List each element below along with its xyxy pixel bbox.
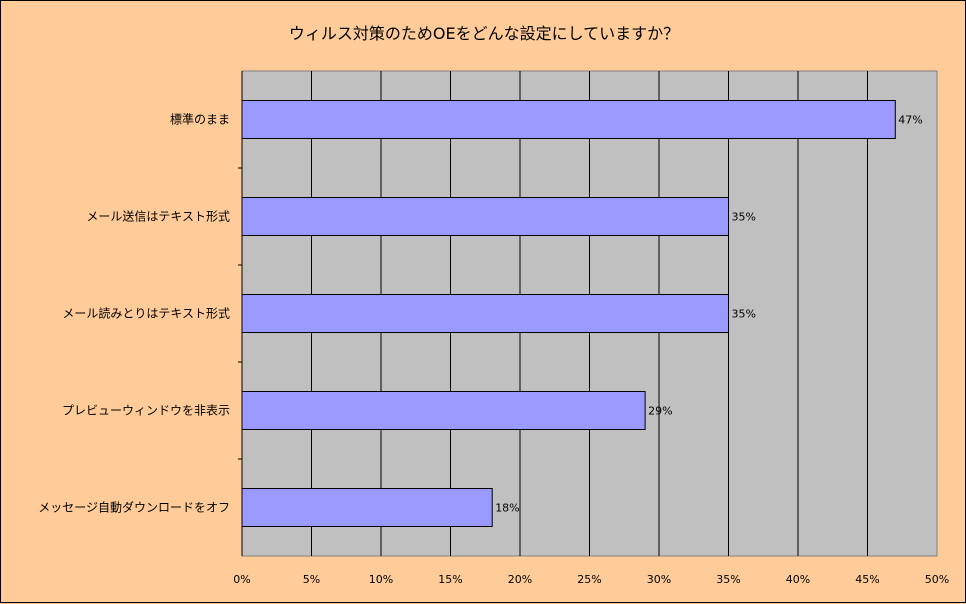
data-label: 35% bbox=[732, 308, 756, 321]
x-tick-label: 35% bbox=[716, 573, 740, 586]
bar bbox=[241, 197, 729, 236]
bars bbox=[241, 100, 896, 527]
category-label: 標準のまま bbox=[170, 112, 230, 127]
category-label: プレビューウィンドウを非表示 bbox=[62, 404, 230, 418]
category-label: メッセージ自動ダウンロードをオフ bbox=[38, 500, 230, 515]
category-label: メール送信はテキスト形式 bbox=[86, 209, 230, 224]
category-ticks bbox=[238, 167, 242, 460]
x-tick-label: 45% bbox=[855, 573, 879, 586]
category-label: メール読みとりはテキスト形式 bbox=[62, 306, 230, 321]
data-label: 35% bbox=[732, 211, 756, 224]
category-labels: 標準のままメール送信はテキスト形式メール読みとりはテキスト形式プレビューウィンド… bbox=[38, 112, 230, 515]
data-labels: 47% 35% 35% 29% 18% bbox=[495, 114, 923, 515]
bar bbox=[241, 294, 729, 333]
data-label: 47% bbox=[898, 114, 922, 127]
x-axis-tick-labels: 0% 5% 10% 15% 20% 25% 30% 35% 40% 45% 50% bbox=[233, 573, 949, 586]
x-tick-label: 30% bbox=[647, 573, 671, 586]
x-tick-label: 25% bbox=[577, 573, 601, 586]
bar bbox=[241, 391, 646, 430]
bar bbox=[241, 100, 896, 139]
data-label: 29% bbox=[648, 405, 672, 418]
x-tick-label: 50% bbox=[925, 573, 949, 586]
x-tick-label: 40% bbox=[786, 573, 810, 586]
x-tick-label: 0% bbox=[233, 573, 250, 586]
x-tick-label: 15% bbox=[438, 573, 462, 586]
chart-title: ウィルス対策のためOEをどんな設定にしていますか？ bbox=[289, 24, 679, 43]
x-tick-label: 10% bbox=[369, 573, 393, 586]
data-label: 18% bbox=[495, 502, 519, 515]
x-tick-label: 20% bbox=[508, 573, 532, 586]
x-tick-label: 5% bbox=[303, 573, 320, 586]
bar bbox=[241, 488, 493, 527]
